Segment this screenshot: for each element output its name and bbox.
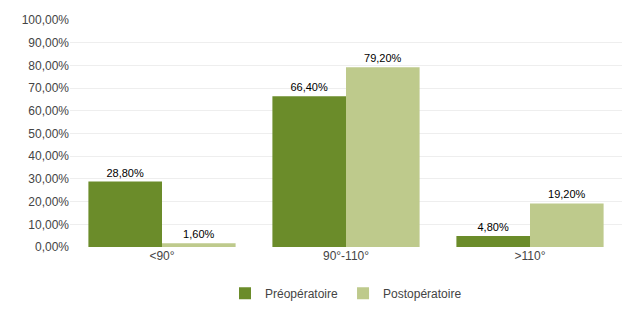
svg-text:60,00%: 60,00% <box>28 104 69 118</box>
svg-text:0,00%: 0,00% <box>35 240 69 254</box>
svg-text:20,00%: 20,00% <box>28 195 69 209</box>
svg-text:10,00%: 10,00% <box>28 218 69 232</box>
svg-text:1,60%: 1,60% <box>183 228 214 240</box>
svg-text:<90°: <90° <box>149 249 174 263</box>
svg-text:>110°: >110° <box>515 249 546 263</box>
svg-text:90°-110°: 90°-110° <box>323 249 369 263</box>
svg-text:4,80%: 4,80% <box>477 221 508 233</box>
svg-text:100,00%: 100,00% <box>22 13 70 27</box>
svg-text:Préopératoire: Préopératoire <box>265 287 338 301</box>
svg-text:Postopératoire: Postopératoire <box>383 287 461 301</box>
svg-text:19,20%: 19,20% <box>548 188 586 200</box>
svg-text:40,00%: 40,00% <box>28 149 69 163</box>
svg-text:79,20%: 79,20% <box>364 52 402 64</box>
svg-text:66,40%: 66,40% <box>290 81 328 93</box>
svg-text:70,00%: 70,00% <box>28 81 69 95</box>
svg-text:28,80%: 28,80% <box>106 167 144 179</box>
svg-text:80,00%: 80,00% <box>28 59 69 73</box>
svg-text:90,00%: 90,00% <box>28 36 69 50</box>
svg-text:50,00%: 50,00% <box>28 127 69 141</box>
svg-text:30,00%: 30,00% <box>28 172 69 186</box>
